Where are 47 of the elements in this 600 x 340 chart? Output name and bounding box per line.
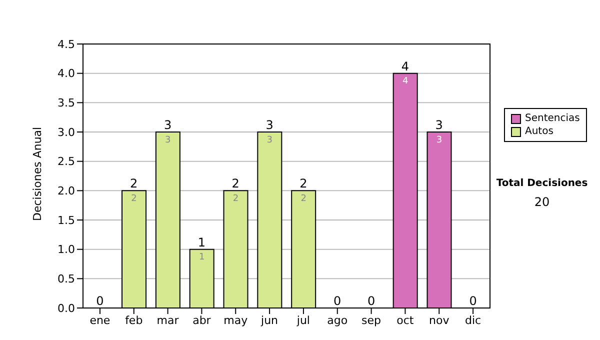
x-tick-label: dic bbox=[464, 314, 482, 327]
x-tick-label: ago bbox=[327, 314, 348, 327]
total-label: 1 bbox=[198, 235, 206, 250]
legend-label: Autos bbox=[525, 125, 554, 138]
y-tick-label: 1.5 bbox=[58, 214, 75, 227]
y-tick-label: 2.0 bbox=[58, 184, 75, 198]
y-tick-label: 0.5 bbox=[58, 272, 75, 286]
data-label: 3 bbox=[436, 135, 442, 146]
text: 0 bbox=[334, 294, 342, 308]
y-tick-label: 4.0 bbox=[58, 67, 75, 80]
total-label: 3 bbox=[164, 118, 172, 132]
legend-label: Sentencias bbox=[525, 112, 580, 125]
y-axis-title: Decisiones Anual bbox=[30, 126, 44, 221]
y-tick-label: 3.0 bbox=[58, 126, 75, 139]
total-label: 3 bbox=[266, 118, 274, 132]
x-tick-label: mar bbox=[156, 314, 180, 327]
data-label: 2 bbox=[131, 194, 137, 204]
x-tick-label: ene bbox=[90, 314, 110, 327]
text: 0 bbox=[96, 294, 104, 308]
text: 0 bbox=[367, 294, 376, 308]
x-tick-label: may bbox=[224, 314, 248, 327]
y-tick-label: 3.5 bbox=[58, 96, 75, 110]
x-tick-label: abr bbox=[192, 314, 212, 327]
text: 20 bbox=[533, 195, 551, 209]
x-tick-label: feb bbox=[125, 314, 143, 327]
data-label: 2 bbox=[232, 194, 239, 204]
x-tick-label: sep bbox=[362, 314, 382, 327]
data-label: 1 bbox=[198, 252, 205, 263]
total-label: 2 bbox=[232, 176, 240, 191]
x-tick-label: jun bbox=[260, 314, 278, 327]
y-tick-label: 1.0 bbox=[58, 243, 75, 256]
y-tick-label: 2.5 bbox=[58, 155, 75, 168]
data-label: 4 bbox=[402, 76, 408, 87]
data-label: 3 bbox=[165, 135, 171, 146]
total-label: 2 bbox=[300, 176, 308, 191]
total-label: 3 bbox=[435, 118, 443, 132]
y-tick-label: 4.5 bbox=[58, 38, 75, 51]
total-label: 2 bbox=[130, 176, 138, 191]
x-tick-label: nov bbox=[429, 314, 450, 327]
y-tick-label: 0.0 bbox=[58, 302, 75, 315]
x-tick-label: jul bbox=[296, 314, 310, 327]
total-label: 4 bbox=[401, 59, 410, 74]
text: 0 bbox=[469, 294, 477, 308]
data-label: 2 bbox=[300, 194, 306, 204]
text: Total Decisiones bbox=[495, 178, 589, 189]
data-label: 3 bbox=[266, 135, 273, 146]
x-tick-label: oct bbox=[396, 314, 414, 327]
